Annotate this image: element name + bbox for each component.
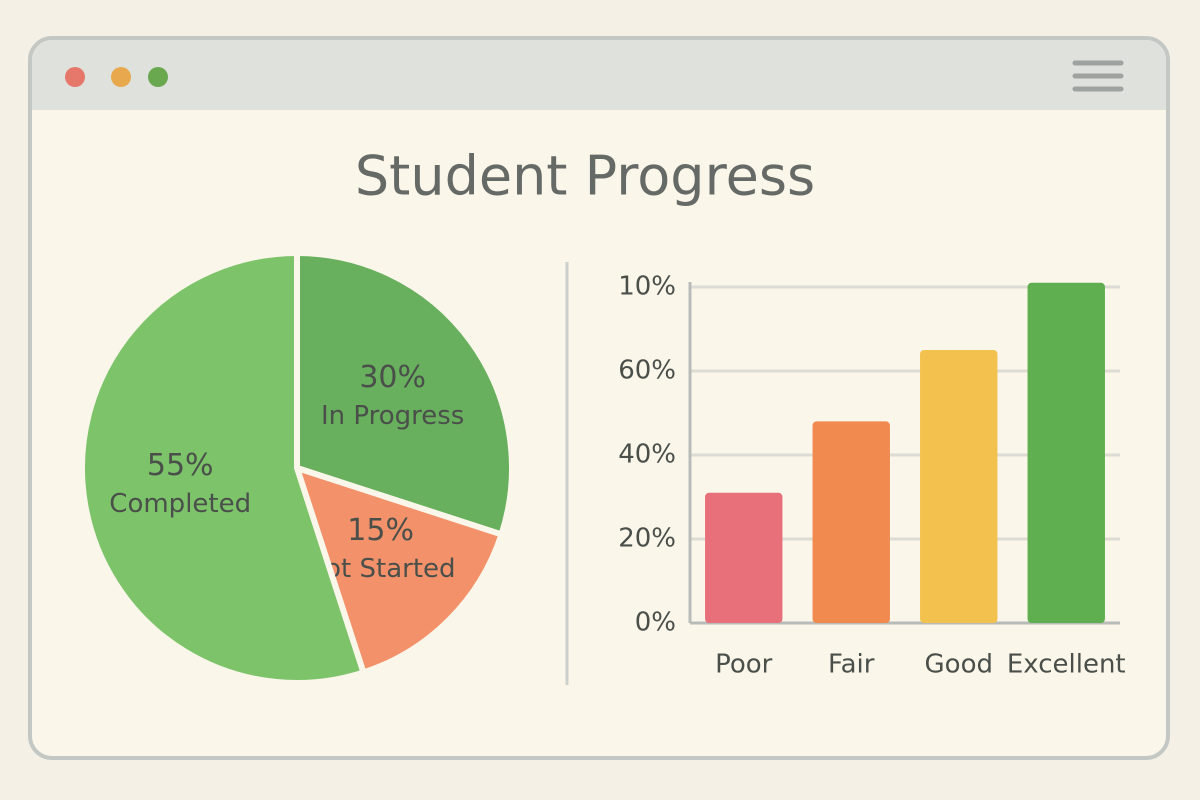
bar [1027, 282, 1105, 623]
pie-slice [294, 249, 515, 539]
x-tick-label: Fair [828, 650, 875, 680]
title-bar [32, 40, 1166, 110]
menu-button[interactable] [1072, 60, 1124, 92]
y-tick-label: 60% [618, 356, 676, 386]
y-tick-label: 20% [618, 524, 676, 554]
minimize-button[interactable] [111, 67, 131, 87]
y-tick-label: 40% [618, 440, 676, 470]
bar [705, 492, 783, 623]
y-tick-label: 0% [635, 608, 676, 638]
slice-value-label: 15% [347, 513, 414, 548]
y-tick-label: 10% [618, 272, 676, 302]
slice-value-label: 30% [359, 360, 426, 395]
x-tick-label: Excellent [1007, 650, 1126, 680]
slice-label: Completed [109, 489, 251, 519]
bar [812, 421, 890, 623]
x-tick-label: Poor [715, 650, 773, 680]
x-tick-label: Good [925, 650, 993, 680]
bar [920, 350, 998, 623]
maximize-button[interactable] [148, 67, 168, 87]
slice-value-label: 55% [147, 448, 214, 483]
slice-label: In Progress [321, 401, 464, 431]
pie-slice [79, 249, 368, 686]
close-button[interactable] [65, 67, 85, 87]
page-title: Student Progress [355, 145, 815, 208]
